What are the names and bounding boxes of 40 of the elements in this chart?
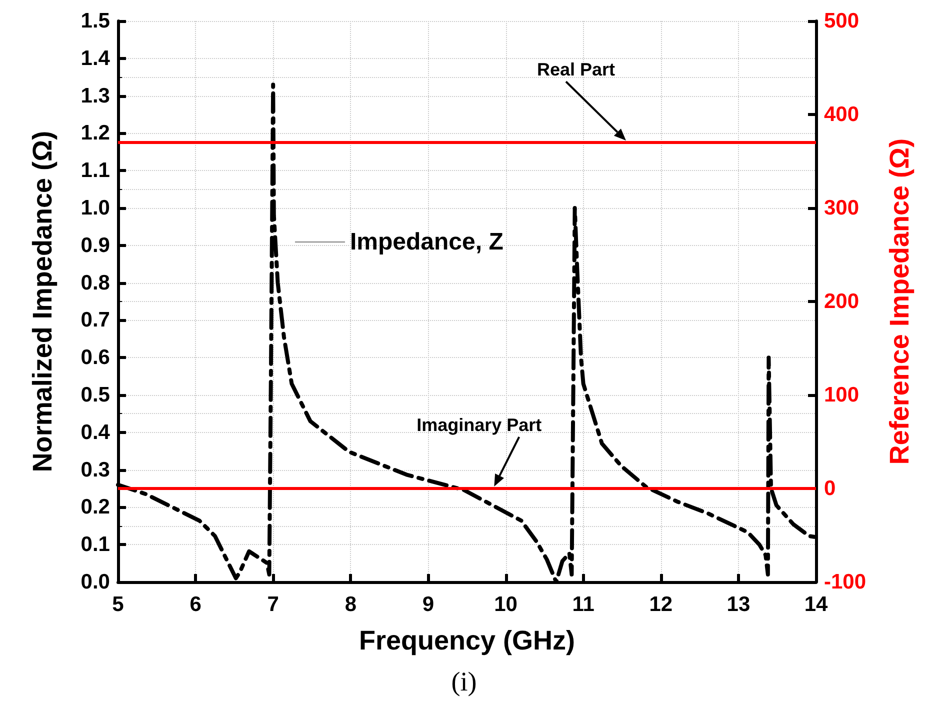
ref-line-label: Imaginary Part bbox=[416, 414, 542, 435]
y2-tick-label: -100 bbox=[824, 570, 866, 594]
x-tick-label: 13 bbox=[726, 593, 750, 616]
y2-tick-label: 400 bbox=[824, 103, 860, 126]
y2-axis-title: Reference Impedance (Ω) bbox=[884, 138, 914, 465]
y2-tick-label: 200 bbox=[824, 290, 860, 313]
y-axis-title: Normalized Impedance (Ω) bbox=[28, 130, 58, 472]
x-tick-label: 14 bbox=[804, 593, 828, 616]
y-tick-label: 1.3 bbox=[80, 84, 110, 108]
y-tick-label: 0.0 bbox=[80, 570, 110, 594]
y2-tick-label: 300 bbox=[824, 196, 860, 220]
y-tick-label: 1.4 bbox=[80, 46, 110, 70]
y-tick-label: 0.2 bbox=[80, 496, 110, 519]
x-axis-title: Frequency (GHz) bbox=[358, 626, 576, 656]
x-tick-label: 11 bbox=[572, 593, 595, 616]
y-tick-label: 1.5 bbox=[80, 10, 110, 32]
text: (i) bbox=[451, 666, 477, 696]
ref-line-label: Real Part bbox=[536, 60, 616, 80]
y-tick-label: 0.5 bbox=[80, 384, 110, 406]
y-tick-label: 0.4 bbox=[80, 420, 110, 444]
x-tick-label: 9 bbox=[422, 593, 434, 616]
y-tick-label: 0.3 bbox=[80, 458, 110, 482]
x-tick-label: 8 bbox=[344, 593, 357, 616]
y-tick-label: 0.8 bbox=[80, 271, 110, 294]
x-tick-label: 7 bbox=[267, 593, 279, 616]
y2-tick-label: 100 bbox=[824, 384, 860, 406]
y-tick-label: 0.7 bbox=[80, 308, 110, 332]
y2-tick-label: 500 bbox=[824, 10, 860, 32]
y-tick-label: 1.1 bbox=[80, 159, 110, 182]
x-tick-label: 6 bbox=[190, 593, 202, 616]
y-tick-label: 1.2 bbox=[80, 122, 110, 145]
y2-tick-label: 0 bbox=[824, 477, 836, 500]
y-tick-label: 0.1 bbox=[80, 533, 110, 556]
x-tick-label: 10 bbox=[494, 593, 518, 616]
x-tick-label: 12 bbox=[649, 593, 673, 616]
y-tick-label: 0.9 bbox=[80, 234, 110, 257]
y-tick-label: 0.6 bbox=[80, 346, 110, 370]
y-tick-label: 1.0 bbox=[80, 196, 110, 220]
legend-label: Impedance, Z bbox=[350, 228, 504, 256]
x-tick-label: 5 bbox=[112, 593, 124, 616]
